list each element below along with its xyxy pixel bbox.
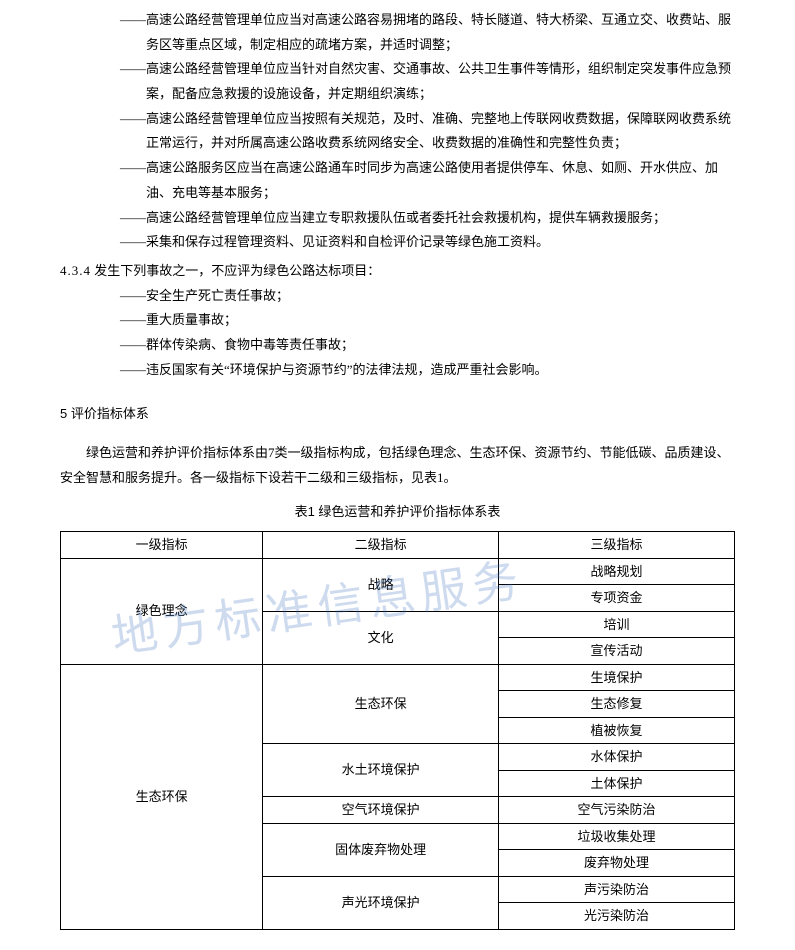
clause-item-text: 群体传染病、食物中毒等责任事故； [146, 333, 735, 358]
clause-item: ——高速公路经营管理单位应当针对自然灾害、交通事故、公共卫生事件等情形，组织制定… [120, 57, 735, 106]
document-page: ——高速公路经营管理单位应当对高速公路容易拥堵的路段、特长隧道、特大桥梁、互通立… [0, 0, 795, 950]
level1-cell: 绿色理念 [61, 558, 263, 664]
level3-cell: 废弃物处理 [499, 850, 735, 877]
level3-cell: 培训 [499, 611, 735, 638]
table-header-cell: 一级指标 [61, 532, 263, 559]
level3-cell: 空气污染防治 [499, 797, 735, 824]
table-row: 绿色理念战略战略规划 [61, 558, 735, 585]
level3-cell: 水体保护 [499, 744, 735, 771]
clause-item-text: 违反国家有关“环境保护与资源节约”的法律法规，造成严重社会影响。 [146, 358, 735, 383]
clause-item-text: 重大质量事故； [146, 308, 735, 333]
table-header-cell: 二级指标 [263, 532, 499, 559]
level3-cell: 光污染防治 [499, 903, 735, 930]
clause-list-b: ——安全生产死亡责任事故；——重大质量事故；——群体传染病、食物中毒等责任事故；… [120, 284, 735, 383]
table-row: 生态环保生态环保生境保护 [61, 664, 735, 691]
level2-cell: 声光环境保护 [263, 876, 499, 929]
dash-icon: —— [120, 230, 146, 255]
clause-item: ——高速公路服务区应当在高速公路通车时同步为高速公路使用者提供停车、休息、如厕、… [120, 156, 735, 205]
clause-item: ——安全生产死亡责任事故； [120, 284, 735, 309]
level3-cell: 土体保护 [499, 770, 735, 797]
level2-cell: 战略 [263, 558, 499, 611]
dash-icon: —— [120, 8, 146, 33]
dash-icon: —— [120, 206, 146, 231]
clause-item: ——采集和保存过程管理资料、见证资料和自检评价记录等绿色施工资料。 [120, 230, 735, 255]
level3-cell: 专项资金 [499, 585, 735, 612]
section-5-intro: 绿色运营和养护评价指标体系由7类一级指标构成，包括绿色理念、生态环保、资源节约、… [60, 441, 735, 490]
level1-cell: 生态环保 [61, 664, 263, 929]
clause-item-text: 高速公路经营管理单位应当建立专职救援队伍或者委托社会救援机构，提供车辆救援服务； [146, 206, 735, 231]
level3-cell: 植被恢复 [499, 717, 735, 744]
clause-item-text: 高速公路经营管理单位应当针对自然灾害、交通事故、公共卫生事件等情形，组织制定突发… [146, 57, 735, 106]
clause-text: 发生下列事故之一，不应评为绿色公路达标项目： [94, 263, 380, 278]
clause-item: ——违反国家有关“环境保护与资源节约”的法律法规，造成严重社会影响。 [120, 358, 735, 383]
dash-icon: —— [120, 57, 146, 82]
clause-item-text: 高速公路经营管理单位应当对高速公路容易拥堵的路段、特长隧道、特大桥梁、互通立交、… [146, 8, 735, 57]
dash-icon: —— [120, 333, 146, 358]
level2-cell: 文化 [263, 611, 499, 664]
clause-item: ——高速公路经营管理单位应当按照有关规范，及时、准确、完整地上传联网收费数据，保… [120, 107, 735, 156]
clause-item: ——高速公路经营管理单位应当对高速公路容易拥堵的路段、特长隧道、特大桥梁、互通立… [120, 8, 735, 57]
dash-icon: —— [120, 308, 146, 333]
table-header-row: 一级指标二级指标三级指标 [61, 532, 735, 559]
clause-item: ——高速公路经营管理单位应当建立专职救援队伍或者委托社会救援机构，提供车辆救援服… [120, 206, 735, 231]
clause-item-text: 采集和保存过程管理资料、见证资料和自检评价记录等绿色施工资料。 [146, 230, 735, 255]
clause-item-text: 高速公路服务区应当在高速公路通车时同步为高速公路使用者提供停车、休息、如厕、开水… [146, 156, 735, 205]
clause-item: ——群体传染病、食物中毒等责任事故； [120, 333, 735, 358]
level3-cell: 宣传活动 [499, 638, 735, 665]
level2-cell: 生态环保 [263, 664, 499, 744]
level3-cell: 生态修复 [499, 691, 735, 718]
table-header-cell: 三级指标 [499, 532, 735, 559]
level2-cell: 固体废弃物处理 [263, 823, 499, 876]
clause-4-3-4: 4.3.4 发生下列事故之一，不应评为绿色公路达标项目： [60, 259, 735, 284]
level3-cell: 垃圾收集处理 [499, 823, 735, 850]
clause-item-text: 高速公路经营管理单位应当按照有关规范，及时、准确、完整地上传联网收费数据，保障联… [146, 107, 735, 156]
clause-number: 4.3.4 [60, 263, 91, 278]
indicator-table: 一级指标二级指标三级指标绿色理念战略战略规划专项资金文化培训宣传活动生态环保生态… [60, 531, 735, 930]
level2-cell: 水土环境保护 [263, 744, 499, 797]
clause-list-a: ——高速公路经营管理单位应当对高速公路容易拥堵的路段、特长隧道、特大桥梁、互通立… [60, 8, 735, 255]
clause-item: ——重大质量事故； [120, 308, 735, 333]
section-5-heading: 5 评价指标体系 [60, 402, 735, 427]
level3-cell: 战略规划 [499, 558, 735, 585]
level3-cell: 生境保护 [499, 664, 735, 691]
dash-icon: —— [120, 156, 146, 181]
dash-icon: —— [120, 358, 146, 383]
clause-item-text: 安全生产死亡责任事故； [146, 284, 735, 309]
dash-icon: —— [120, 107, 146, 132]
level2-cell: 空气环境保护 [263, 797, 499, 824]
table-1-title: 表1 绿色运营和养护评价指标体系表 [60, 500, 735, 525]
level3-cell: 声污染防治 [499, 876, 735, 903]
dash-icon: —— [120, 284, 146, 309]
